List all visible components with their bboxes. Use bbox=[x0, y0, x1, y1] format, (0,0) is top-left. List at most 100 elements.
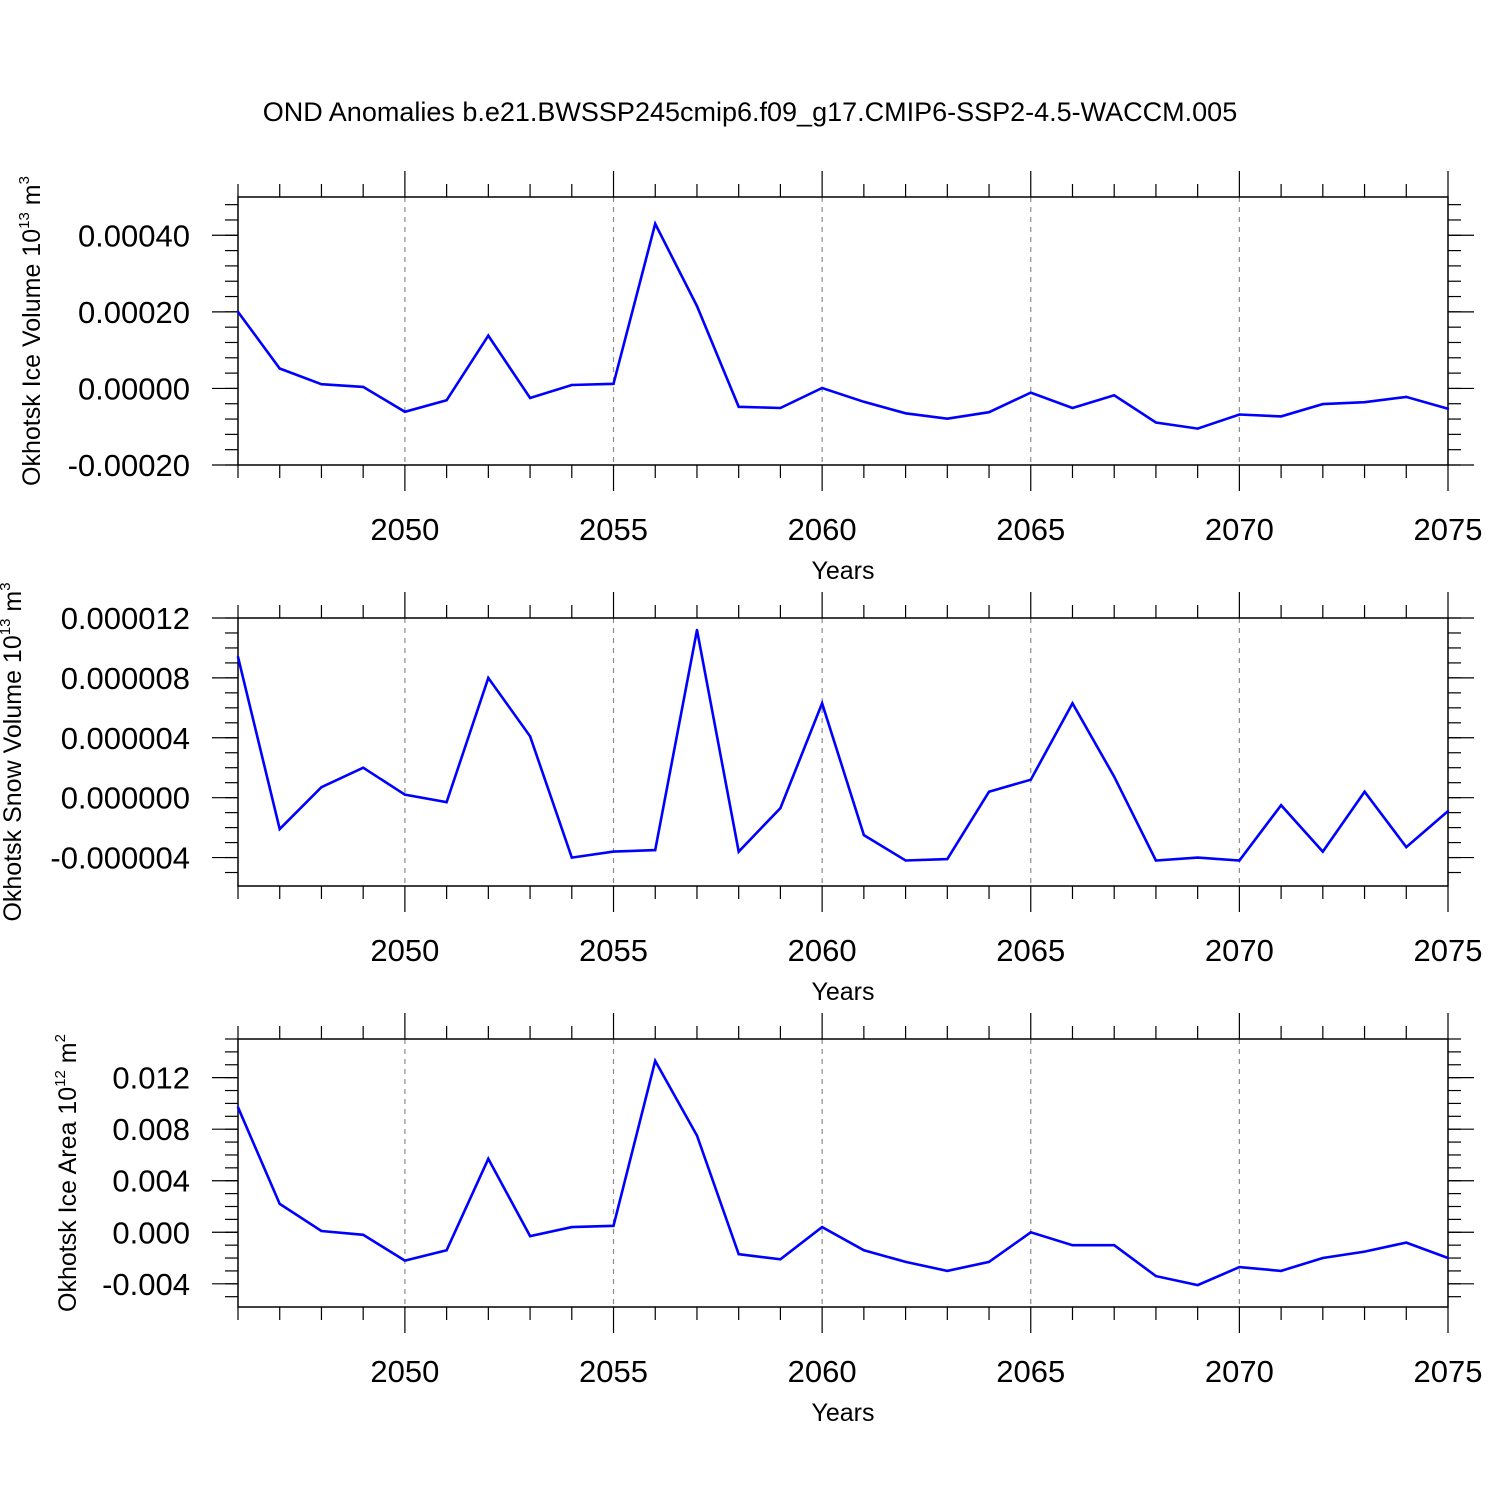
data-point bbox=[1446, 809, 1450, 813]
data-point bbox=[695, 628, 699, 632]
data-point bbox=[779, 1258, 782, 1261]
data-point bbox=[1238, 859, 1241, 862]
data-point bbox=[1238, 1265, 1241, 1269]
y-axis-title-exp: 13 bbox=[0, 619, 14, 636]
data-point bbox=[1279, 1269, 1283, 1273]
panel-snow-volume: 2050 2055 2060 2065 2070 2075 Years -0.000004 0.… bbox=[0, 582, 1482, 1006]
data-point bbox=[1405, 845, 1408, 849]
data-point bbox=[1196, 427, 1199, 430]
data-point bbox=[820, 386, 824, 390]
data-point bbox=[904, 412, 907, 415]
x-axis-title: Years bbox=[811, 978, 874, 1006]
x-tick-label: 2065 bbox=[996, 1354, 1065, 1389]
data-point bbox=[528, 1234, 532, 1238]
x-tick-label: 2070 bbox=[1205, 1354, 1274, 1389]
data-point bbox=[1279, 415, 1283, 418]
y-tick-label: 0.00040 bbox=[78, 218, 190, 253]
x-tick-label: 2055 bbox=[579, 512, 648, 547]
y-tick-label: 0.012 bbox=[112, 1061, 190, 1096]
data-point bbox=[654, 848, 657, 852]
data-point bbox=[445, 1249, 448, 1252]
data-point bbox=[1154, 1274, 1158, 1278]
panel-ice-volume: 2050 2055 2060 2065 2070 2075 Years -0.00020 0.0… bbox=[16, 171, 1482, 585]
data-point bbox=[612, 382, 615, 386]
y-axis-title-unit: m bbox=[18, 184, 46, 212]
x-tick-label: 2060 bbox=[788, 1354, 857, 1389]
y-axis-title-exp: 12 bbox=[52, 1070, 69, 1087]
data-point bbox=[278, 1202, 281, 1206]
data-point bbox=[1113, 775, 1116, 778]
y-axis-title-base: Okhotsk Snow Volume 10 bbox=[0, 635, 27, 921]
data-point bbox=[612, 850, 615, 853]
x-tick-label: 2050 bbox=[370, 512, 439, 547]
y-tick-label: -0.000004 bbox=[50, 841, 190, 876]
data-point bbox=[445, 800, 448, 804]
data-point bbox=[236, 655, 240, 659]
data-point bbox=[695, 1134, 699, 1137]
data-point bbox=[1238, 413, 1241, 416]
data-point bbox=[528, 396, 532, 400]
data-point bbox=[987, 790, 991, 793]
data-point bbox=[361, 766, 365, 769]
y-axis-title: Okhotsk Snow Volume 1013 m3 bbox=[0, 582, 27, 921]
data-point bbox=[1029, 1231, 1032, 1234]
data-point bbox=[1196, 856, 1199, 859]
y-tick-label: -0.00020 bbox=[68, 448, 190, 483]
data-point bbox=[1279, 803, 1283, 807]
x-tick-label: 2075 bbox=[1414, 512, 1483, 547]
series-line-ice-area bbox=[236, 1057, 1449, 1287]
data-point bbox=[1196, 1283, 1199, 1287]
data-point bbox=[487, 334, 490, 337]
data-point bbox=[779, 806, 782, 810]
data-point bbox=[1405, 1241, 1408, 1244]
data-point bbox=[1071, 406, 1074, 410]
chart-title: OND Anomalies b.e21.BWSSP245cmip6.f09_g1… bbox=[263, 97, 1237, 127]
y-axis-title: Okhotsk Ice Area 1012 m2 bbox=[52, 1034, 82, 1312]
y-tick-label: -0.004 bbox=[102, 1267, 190, 1302]
y-tick-label: 0.004 bbox=[112, 1164, 190, 1199]
x-tick-label: 2075 bbox=[1414, 933, 1483, 968]
y-tick-label: 0.00000 bbox=[78, 371, 190, 406]
y-axis-title-exp: 13 bbox=[16, 212, 33, 229]
y-axis-title-unit-exp: 3 bbox=[16, 176, 33, 184]
y-tick-label: 0.000008 bbox=[61, 661, 190, 696]
y-axis-title-base: Okhotsk Ice Area 10 bbox=[54, 1087, 82, 1312]
y-axis-title-unit: m bbox=[0, 591, 27, 619]
data-point bbox=[1321, 850, 1325, 853]
data-point bbox=[1029, 778, 1032, 781]
data-point bbox=[737, 1252, 740, 1256]
x-tick-label: 2065 bbox=[996, 512, 1065, 547]
data-point bbox=[1321, 1256, 1325, 1260]
data-point bbox=[278, 367, 281, 370]
data-point bbox=[1154, 859, 1158, 862]
data-point bbox=[320, 383, 323, 386]
data-point bbox=[987, 410, 991, 414]
data-point bbox=[946, 857, 949, 861]
data-point bbox=[1071, 702, 1074, 705]
x-tick-label: 2060 bbox=[788, 512, 857, 547]
data-point bbox=[862, 400, 866, 404]
data-point bbox=[779, 406, 782, 410]
x-tick-label: 2060 bbox=[788, 933, 857, 968]
data-point bbox=[1446, 407, 1450, 410]
y-axis-title-unit-exp: 2 bbox=[52, 1034, 69, 1042]
data-point bbox=[654, 1059, 657, 1063]
data-point bbox=[320, 1229, 323, 1233]
plot-frame bbox=[237, 196, 1449, 466]
data-point bbox=[487, 676, 490, 680]
data-point bbox=[487, 1157, 490, 1161]
series-line-snow-volume bbox=[236, 629, 1449, 862]
y-tick-label: 0.000012 bbox=[61, 601, 190, 636]
data-point bbox=[403, 1259, 407, 1262]
data-point bbox=[1446, 1256, 1450, 1260]
plot-frame bbox=[237, 617, 1449, 887]
y-tick-label: 0.000000 bbox=[61, 781, 190, 816]
data-point bbox=[1113, 1243, 1116, 1247]
x-tick-label: 2070 bbox=[1205, 512, 1274, 547]
data-point bbox=[320, 785, 323, 789]
y-axis-title-unit-exp: 3 bbox=[0, 582, 14, 590]
x-tick-label: 2055 bbox=[579, 1354, 648, 1389]
y-tick-label: 0.00020 bbox=[78, 295, 190, 330]
data-point bbox=[570, 383, 573, 387]
data-point bbox=[820, 702, 824, 705]
